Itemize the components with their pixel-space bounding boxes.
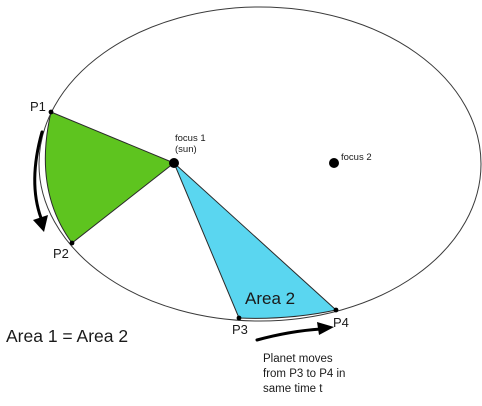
orbit-ellipse bbox=[38, 6, 482, 322]
motion-caption: Planet moves from P3 to P4 in same time … bbox=[263, 352, 413, 397]
motion-arrow-left bbox=[33, 130, 44, 220]
p4-marker bbox=[333, 307, 339, 313]
focus-1-label-line1: focus 1 bbox=[175, 133, 206, 144]
p1-marker bbox=[48, 109, 54, 115]
motion-arrow-left-head bbox=[33, 215, 48, 232]
caption-line-1: Planet moves bbox=[263, 353, 333, 365]
area-1-sector bbox=[44, 111, 175, 244]
p3-marker bbox=[236, 315, 242, 321]
caption-line-3: same time t bbox=[263, 383, 323, 395]
focus-2-point bbox=[329, 158, 339, 168]
p2-marker bbox=[69, 240, 75, 246]
p1-label: P1 bbox=[30, 99, 46, 114]
motion-arrow-bottom-head bbox=[317, 322, 334, 335]
area-2-label: Area 2 bbox=[245, 289, 295, 308]
focus-1-label-line2: (sun) bbox=[175, 144, 197, 155]
motion-arrow-bottom bbox=[255, 327, 323, 342]
p4-label: P4 bbox=[333, 315, 349, 330]
focus-1-label: focus 1 (sun) bbox=[175, 133, 208, 155]
p2-label: P2 bbox=[53, 246, 69, 261]
focus-1-point bbox=[169, 158, 179, 168]
area-equation: Area 1 = Area 2 bbox=[6, 326, 129, 346]
p3-label: P3 bbox=[232, 322, 248, 337]
area-2-sector bbox=[173, 162, 338, 319]
focus-2-label: focus 2 bbox=[341, 152, 372, 163]
caption-line-2: from P3 to P4 in bbox=[263, 368, 346, 380]
